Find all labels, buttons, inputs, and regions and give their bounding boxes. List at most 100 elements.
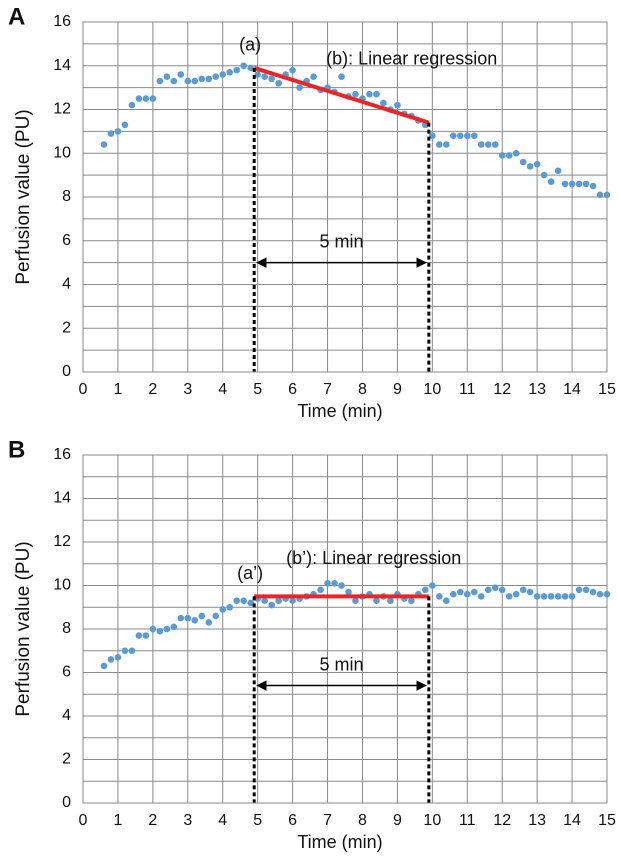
data-point bbox=[575, 180, 583, 188]
x-tick-label: 3 bbox=[183, 381, 192, 398]
data-point bbox=[561, 180, 569, 188]
x-tick-label: 11 bbox=[459, 381, 476, 398]
data-point bbox=[470, 132, 478, 140]
x-tick-label: 15 bbox=[598, 381, 616, 398]
data-point bbox=[533, 160, 541, 168]
data-point bbox=[233, 597, 241, 605]
data-point bbox=[526, 588, 534, 596]
data-point bbox=[212, 73, 220, 80]
data-point bbox=[568, 180, 576, 188]
data-point bbox=[533, 593, 541, 600]
data-point bbox=[582, 180, 590, 188]
x-tick-label: 14 bbox=[563, 812, 581, 829]
data-point bbox=[547, 593, 555, 600]
x-tick-label: 12 bbox=[493, 812, 511, 829]
x-tick-label: 11 bbox=[459, 812, 476, 829]
y-tick-label: 2 bbox=[62, 319, 71, 336]
y-tick-label: 4 bbox=[62, 276, 71, 293]
y-tick-label: 0 bbox=[62, 363, 71, 380]
x-axis-title: Time (min) bbox=[297, 401, 382, 421]
x-tick-label: 10 bbox=[423, 812, 441, 829]
x-tick-label: 4 bbox=[218, 812, 227, 829]
x-tick-label: 13 bbox=[528, 812, 546, 829]
data-point bbox=[519, 586, 527, 594]
data-point bbox=[289, 597, 296, 605]
interval-label: 5 min bbox=[319, 654, 363, 674]
y-tick-label: 16 bbox=[53, 13, 71, 30]
data-point bbox=[589, 588, 597, 596]
x-tick-label: 14 bbox=[563, 381, 581, 398]
data-point bbox=[449, 590, 457, 598]
x-tick-label: 9 bbox=[393, 381, 402, 398]
y-tick-label: 10 bbox=[53, 144, 71, 161]
data-point bbox=[366, 90, 373, 98]
data-point bbox=[135, 632, 143, 639]
data-point bbox=[107, 130, 115, 137]
data-point bbox=[310, 73, 317, 80]
data-point bbox=[205, 619, 213, 626]
y-tick-label: 14 bbox=[53, 57, 71, 74]
y-tick-label: 8 bbox=[62, 188, 71, 205]
data-point bbox=[477, 593, 485, 600]
x-tick-label: 8 bbox=[358, 381, 367, 398]
start-label: (a’) bbox=[237, 563, 263, 583]
data-point bbox=[156, 77, 164, 85]
data-point bbox=[142, 632, 150, 639]
data-point bbox=[456, 132, 464, 140]
data-point bbox=[226, 603, 234, 611]
data-point bbox=[443, 141, 450, 148]
data-point bbox=[114, 653, 122, 661]
x-tick-label: 1 bbox=[113, 381, 122, 398]
data-point bbox=[233, 66, 241, 74]
data-point bbox=[540, 171, 548, 179]
x-tick-label: 9 bbox=[393, 812, 402, 829]
data-point bbox=[170, 623, 178, 631]
data-point bbox=[575, 586, 583, 594]
x-tick-label: 6 bbox=[288, 381, 297, 398]
x-tick-label: 8 bbox=[358, 812, 367, 829]
data-point bbox=[554, 593, 562, 600]
data-point bbox=[100, 141, 108, 148]
y-tick-label: 12 bbox=[53, 533, 71, 550]
data-point bbox=[296, 84, 303, 91]
data-point bbox=[512, 149, 520, 157]
data-point bbox=[505, 152, 513, 159]
data-point bbox=[477, 141, 485, 148]
start-label: (a) bbox=[239, 35, 261, 55]
data-point bbox=[254, 71, 261, 78]
data-point bbox=[268, 75, 275, 83]
y-tick-label: 4 bbox=[62, 707, 71, 724]
data-point bbox=[170, 77, 178, 85]
data-point bbox=[505, 593, 513, 600]
data-point bbox=[219, 71, 227, 78]
y-tick-label: 2 bbox=[62, 751, 71, 768]
data-point bbox=[324, 580, 331, 587]
data-point bbox=[184, 614, 192, 622]
data-point bbox=[142, 95, 150, 102]
data-point bbox=[261, 73, 268, 80]
data-point bbox=[491, 584, 499, 591]
x-tick-label: 12 bbox=[493, 381, 511, 398]
x-tick-label: 15 bbox=[598, 812, 616, 829]
data-point bbox=[589, 182, 597, 190]
data-point bbox=[149, 95, 157, 102]
y-tick-label: 6 bbox=[62, 664, 71, 681]
y-axis-title: Perfusion value (PU) bbox=[13, 109, 34, 284]
x-tick-label: 0 bbox=[79, 812, 88, 829]
data-point bbox=[429, 582, 436, 589]
data-point bbox=[463, 590, 471, 598]
data-point bbox=[519, 158, 527, 166]
data-point bbox=[100, 662, 108, 670]
data-point bbox=[568, 593, 576, 600]
data-point bbox=[449, 132, 457, 140]
y-tick-label: 12 bbox=[53, 101, 71, 118]
data-point bbox=[275, 79, 282, 87]
data-point bbox=[380, 99, 387, 107]
data-point bbox=[463, 132, 471, 140]
data-point bbox=[184, 77, 192, 85]
data-point bbox=[163, 625, 171, 633]
data-point bbox=[317, 586, 324, 594]
y-tick-label: 14 bbox=[53, 490, 71, 507]
x-axis-title: Time (min) bbox=[297, 832, 382, 852]
y-tick-label: 8 bbox=[62, 620, 71, 637]
